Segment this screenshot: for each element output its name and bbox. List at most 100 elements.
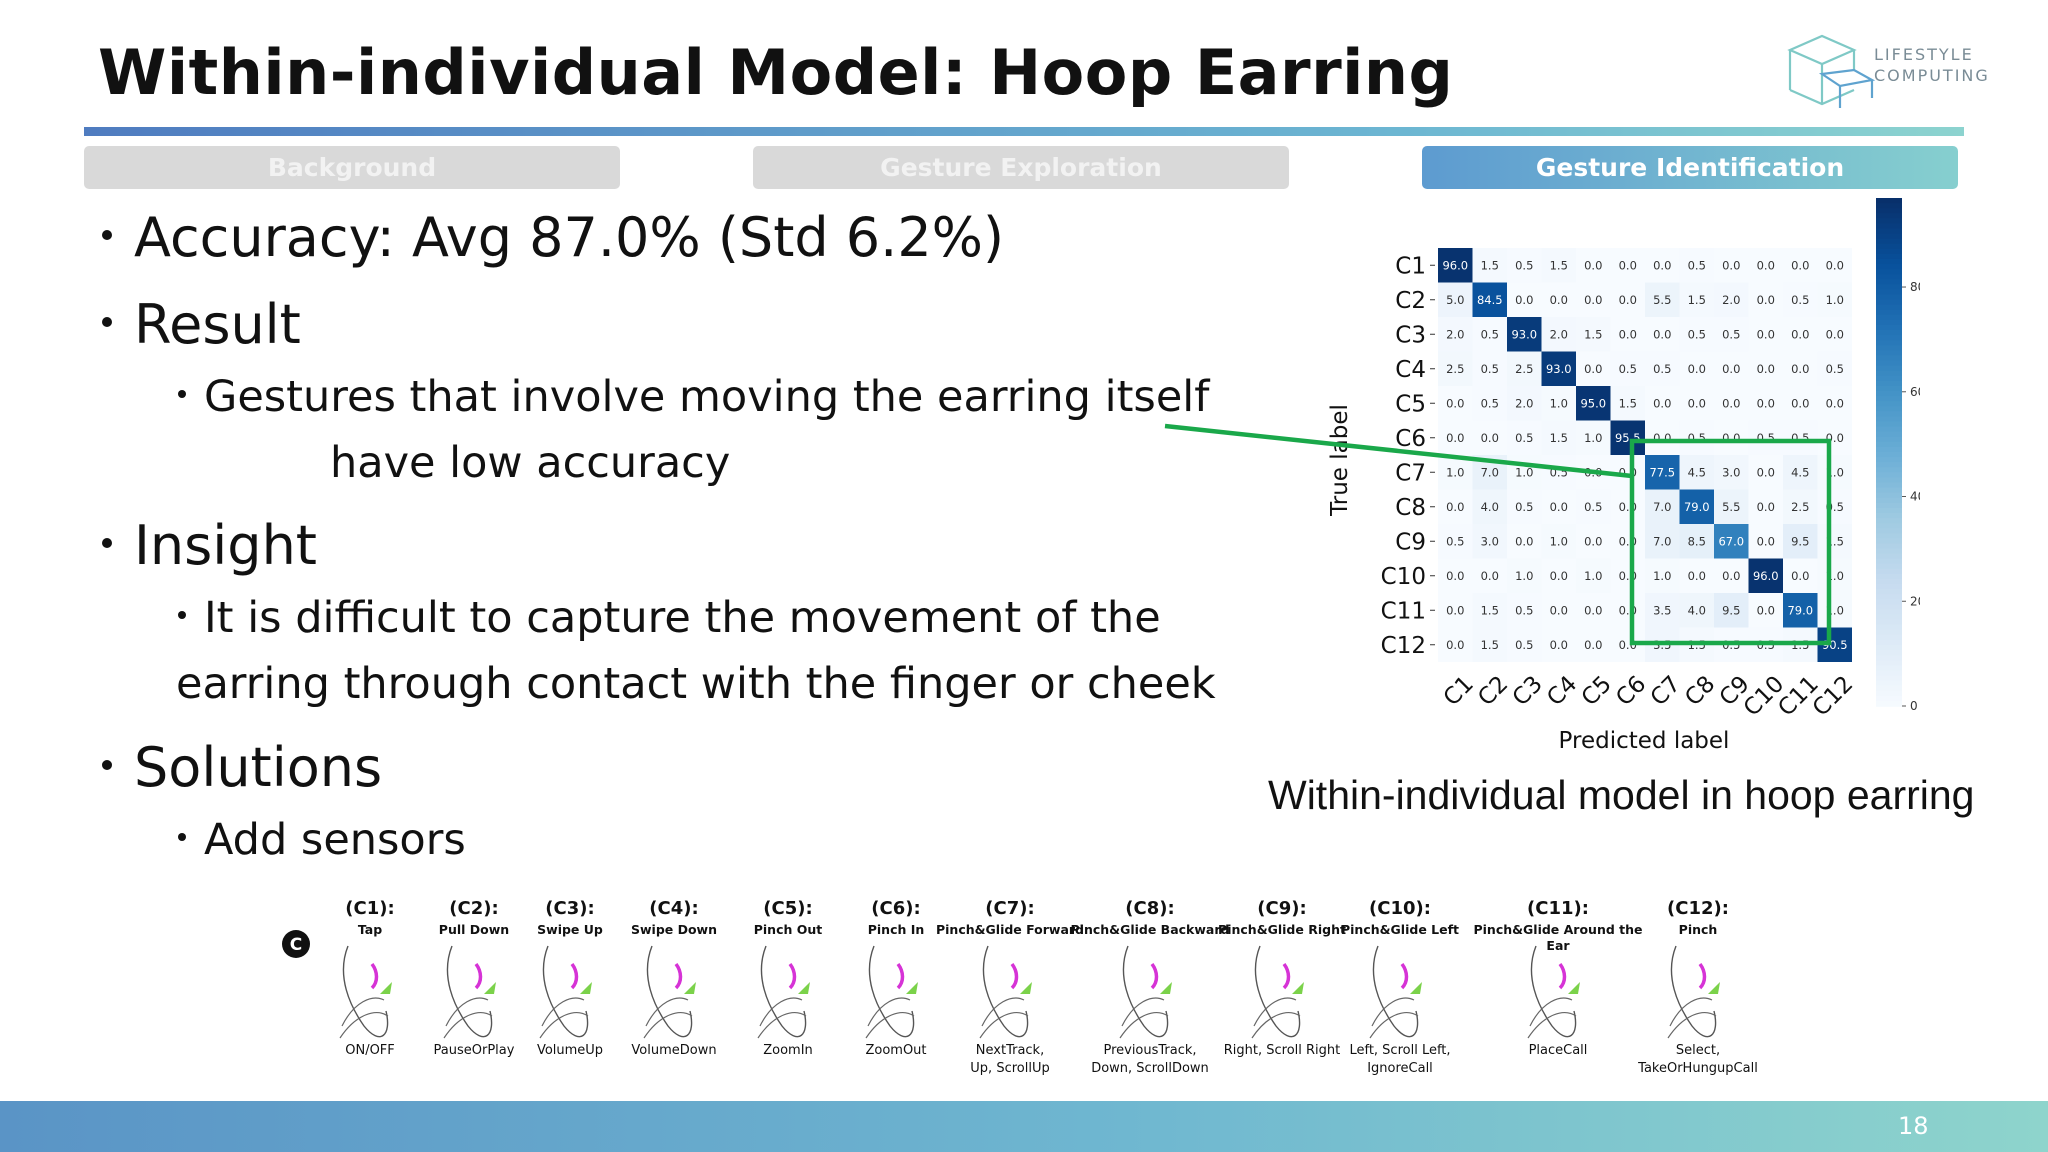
bullet-dot bbox=[102, 317, 112, 328]
heatmap-cell bbox=[1679, 282, 1714, 317]
hoop-earring-icon bbox=[1698, 962, 1707, 990]
heatmap-cell-value: 2.5 bbox=[1446, 362, 1464, 376]
heatmap-cell-value: 0.0 bbox=[1653, 431, 1671, 445]
gesture-code: (C9): bbox=[1257, 898, 1306, 919]
colorbar-segment bbox=[1876, 477, 1902, 484]
colorbar-segment bbox=[1876, 507, 1902, 514]
heatmap-cell bbox=[1817, 317, 1852, 352]
colorbar-segment bbox=[1876, 258, 1902, 265]
bullet-dot bbox=[178, 389, 186, 398]
heatmap-cell-value: 93.0 bbox=[1546, 362, 1572, 376]
gesture-arrow-icon bbox=[1160, 982, 1172, 994]
colorbar-segment bbox=[1876, 355, 1902, 362]
logo-text-line-2: COMPUTING bbox=[1874, 66, 1990, 85]
gesture-function: Select, bbox=[1676, 1043, 1720, 1058]
heatmap-cell bbox=[1748, 282, 1783, 317]
bullet-insight: Insight bbox=[102, 514, 317, 577]
gesture-item: (C2): Pull Down PauseOrPlay bbox=[434, 898, 515, 1058]
gesture-arrow-icon bbox=[906, 982, 918, 994]
heatmap-cell-value: 0.0 bbox=[1619, 569, 1637, 583]
heatmap-cell-value: 1.5 bbox=[1688, 638, 1706, 652]
colorbar-segment bbox=[1876, 512, 1902, 519]
gesture-code: (C12): bbox=[1667, 898, 1729, 919]
heatmap-cell bbox=[1472, 558, 1507, 593]
heatmap-cell-value: 1.0 bbox=[1446, 465, 1464, 479]
heatmap-cell-value: 7.0 bbox=[1653, 534, 1671, 548]
gesture-code: (C4): bbox=[649, 898, 698, 919]
heatmap-cell-value: 0.0 bbox=[1446, 431, 1464, 445]
heatmap-cell-value: 0.0 bbox=[1550, 603, 1568, 617]
heatmap-cell-value: 0.0 bbox=[1446, 638, 1464, 652]
heatmap-cell-value: 0.0 bbox=[1550, 293, 1568, 307]
heatmap-cell-value: 0.5 bbox=[1688, 431, 1706, 445]
heatmap-cell bbox=[1438, 593, 1473, 628]
gesture-arrow-icon bbox=[684, 982, 696, 994]
gesture-name: Swipe Down bbox=[631, 922, 717, 937]
colorbar: 0 20 40 60 80 bbox=[1876, 198, 1920, 713]
heatmap-cell bbox=[1576, 558, 1611, 593]
heatmap-cell bbox=[1783, 248, 1818, 283]
colorbar-segment bbox=[1876, 487, 1902, 494]
row-tick-label: C8 bbox=[1395, 495, 1426, 521]
gesture-item: (C9): Pinch&Glide Right Right, Scroll Righ… bbox=[1218, 898, 1346, 1058]
heatmap-cell-value: 0.0 bbox=[1757, 327, 1775, 341]
colorbar-segment bbox=[1876, 385, 1902, 392]
colorbar-tick-label: 40 bbox=[1910, 490, 1920, 504]
gesture-item: (C5): Pinch Out ZoomIn bbox=[754, 898, 823, 1058]
heatmap-cell bbox=[1576, 386, 1611, 421]
hand-sketch-icon bbox=[1667, 997, 1717, 1039]
col-tick-label: C2 bbox=[1473, 671, 1513, 711]
tab-gesture-identification[interactable]: Gesture Identification bbox=[1422, 146, 1958, 189]
heatmap-cell-value: 0.0 bbox=[1619, 293, 1637, 307]
ear-outline-icon bbox=[1254, 945, 1301, 1038]
heatmap-cell-value: 3.5 bbox=[1653, 603, 1671, 617]
gesture-arrow-icon bbox=[798, 982, 810, 994]
colorbar-segment bbox=[1876, 589, 1902, 596]
heatmap-cell bbox=[1679, 317, 1714, 352]
heatmap-cell-value: 0.0 bbox=[1791, 258, 1809, 272]
bullet-dot bbox=[102, 760, 112, 771]
bullet-dot bbox=[178, 610, 186, 619]
colorbar-segment bbox=[1876, 299, 1902, 306]
gesture-function: VolumeDown bbox=[631, 1043, 716, 1058]
heatmap-cell-value: 2.0 bbox=[1446, 327, 1464, 341]
hand-sketch-icon bbox=[539, 997, 589, 1039]
gesture-code: (C8): bbox=[1125, 898, 1174, 919]
heatmap-cell-value: 0.5 bbox=[1688, 258, 1706, 272]
footer-bar bbox=[0, 1101, 2048, 1152]
gesture-arrow-icon bbox=[1410, 982, 1422, 994]
col-tick-label: C7 bbox=[1646, 671, 1686, 711]
colorbar-segment bbox=[1876, 660, 1902, 667]
gesture-function: PreviousTrack, bbox=[1103, 1043, 1196, 1058]
hand-sketch-icon bbox=[443, 997, 493, 1039]
colorbar-segment bbox=[1876, 345, 1902, 352]
heatmap-cell bbox=[1507, 558, 1542, 593]
heatmap-cell bbox=[1507, 627, 1542, 662]
colorbar-segment bbox=[1876, 340, 1902, 347]
heatmap-cell bbox=[1541, 317, 1576, 352]
colorbar-segment bbox=[1876, 380, 1902, 387]
heatmap-cell bbox=[1507, 351, 1542, 386]
heatmap-cell-value: 8.5 bbox=[1688, 534, 1706, 548]
colorbar-segment bbox=[1876, 274, 1902, 281]
colorbar-segment bbox=[1876, 609, 1902, 616]
ear-outline-icon bbox=[982, 945, 1029, 1038]
gesture-function: ZoomOut bbox=[865, 1043, 926, 1058]
colorbar-segment bbox=[1876, 416, 1902, 423]
colorbar-segment bbox=[1876, 396, 1902, 402]
heatmap-cell-value: 2.0 bbox=[1550, 327, 1568, 341]
tab-background[interactable]: Background bbox=[84, 146, 620, 189]
heatmap-cell bbox=[1817, 351, 1852, 386]
gesture-name: Swipe Up bbox=[537, 922, 603, 937]
heatmap-cell-value: 0.5 bbox=[1515, 258, 1533, 272]
gesture-item: (C12): Pinch Select, TakeOrHungupCall bbox=[1637, 898, 1758, 1076]
heatmap-cell-value: 1.5 bbox=[1584, 327, 1602, 341]
heatmap-cell-value: 90.5 bbox=[1822, 638, 1848, 652]
colorbar-segment bbox=[1876, 370, 1902, 377]
colorbar-segment bbox=[1876, 634, 1902, 641]
gesture-arrow-icon bbox=[1568, 982, 1580, 994]
colorbar-segment bbox=[1876, 304, 1902, 311]
heatmap-cell bbox=[1438, 558, 1473, 593]
heatmap-cell-value: 0.5 bbox=[1550, 465, 1568, 479]
tab-gesture-exploration[interactable]: Gesture Exploration bbox=[753, 146, 1289, 189]
